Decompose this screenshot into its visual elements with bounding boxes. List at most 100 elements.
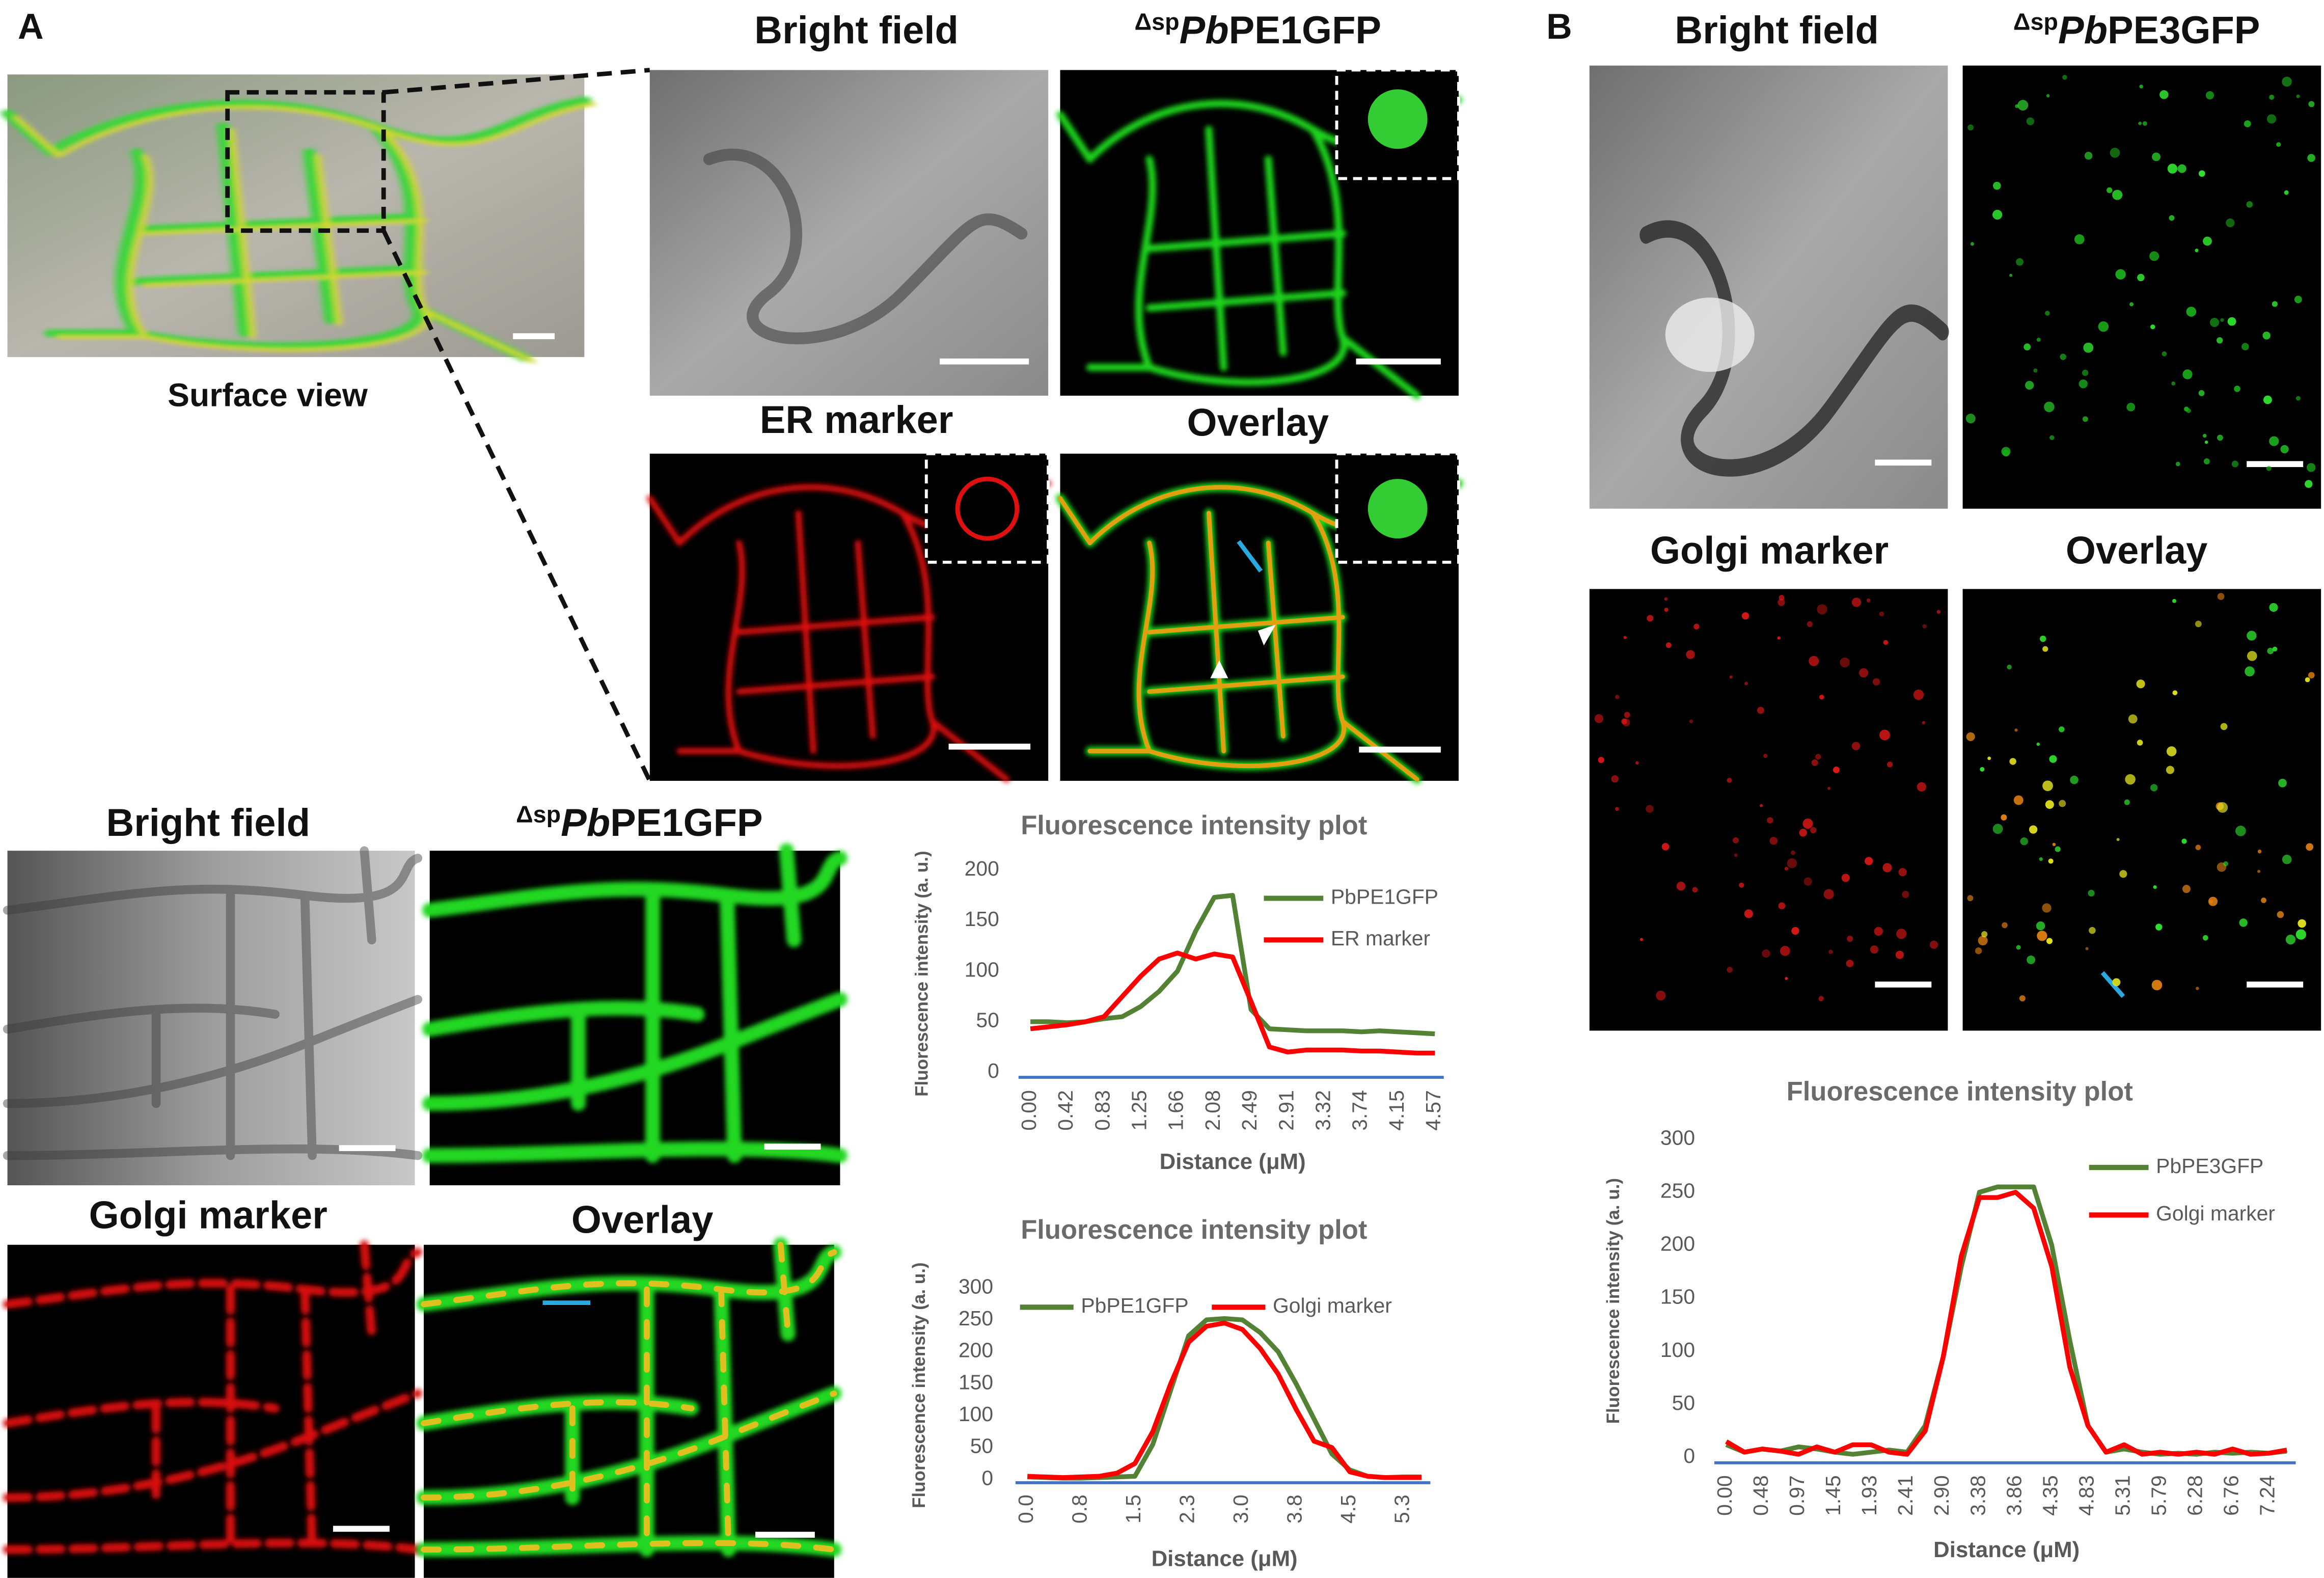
punctum [2269,603,2278,612]
chart-title: Fluorescence intensity plot [1021,1215,1367,1245]
x-tick-label: 0.48 [1749,1475,1772,1516]
x-tick-label: 4.5 [1336,1494,1360,1523]
panel-label: B [1546,7,1572,46]
punctum [2217,593,2225,600]
x-tick-label: 4.35 [2038,1475,2062,1516]
x-tick-label: 2.90 [1930,1475,1953,1516]
chart-title: Fluorescence intensity plot [1021,810,1367,840]
title-italic: Pb [2058,9,2108,52]
x-tick-label: 2.91 [1274,1090,1298,1131]
punctum [2166,746,2177,756]
punctum [1727,967,1733,973]
punctum [1762,949,1770,958]
title-text: Golgi marker [89,1194,327,1237]
title-text: ER marker [760,398,953,442]
punctum [2027,955,2036,964]
punctum [2204,440,2208,444]
punctum [1646,805,1654,813]
punctum [1828,949,1833,954]
punctum [1760,804,1763,807]
punctum [2195,620,2202,628]
punctum [2306,463,2316,472]
punctum [2003,449,2010,457]
y-tick-label: 200 [959,1339,993,1362]
y-tick-label: 150 [959,1370,993,1394]
punctum [1734,853,1738,857]
x-tick-label: 1.66 [1164,1090,1188,1131]
punctum [1922,624,1927,629]
panel-label: A [18,7,44,46]
punctum [2128,714,2138,724]
punctum [2247,651,2257,661]
punctum [1739,882,1744,888]
x-tick-label: 0.00 [1713,1475,1736,1516]
y-tick-label: 0 [1683,1444,1695,1467]
punctum [2046,938,2053,944]
punctum [1818,996,1824,1001]
surface-view-image [8,74,594,362]
punctum [1833,767,1840,773]
punctum [2107,187,2113,194]
punctum [2119,870,2127,878]
punctum [1611,775,1619,783]
punctum [2217,434,2223,441]
punctum [1624,712,1630,718]
punctum [2084,151,2093,160]
punctum [2231,460,2238,468]
punctum [2181,838,2187,844]
x-tick-label: 2.41 [1894,1475,1917,1516]
x-tick-label: 1.45 [1821,1475,1845,1516]
punctum [2305,677,2310,683]
legend-label: PbPE1GFP [1081,1294,1188,1317]
punctum [2280,445,2289,453]
gfp-image [1060,68,1459,395]
punctum [1727,777,1732,783]
punctum [1898,868,1907,877]
punctum [2150,784,2158,792]
punctum [1895,950,1904,959]
punctum [2235,825,2246,836]
punctum [2015,104,2019,108]
x-tick-label: 3.74 [1348,1090,1372,1131]
punctum [2257,869,2261,873]
image-caption: Surface view [168,376,368,413]
punctum [2037,931,2047,941]
punctum [2277,911,2284,918]
punctum [2282,76,2292,87]
punctum [1802,819,1813,829]
punctum [1981,931,1988,938]
punctum [1817,604,1827,615]
punctum [2305,480,2313,488]
y-axis-title: Fluorescence intensity (a. u.) [912,851,932,1097]
x-tick-label: 1.25 [1127,1090,1151,1131]
punctum [1865,857,1873,865]
punctum [2088,889,2095,897]
y-tick-label: 250 [959,1307,993,1330]
legend-label: ER marker [1331,927,1430,950]
y-axis-title: Fluorescence intensity (a. u.) [1603,1178,1623,1424]
punctum [2167,164,2178,174]
y-tick-label: 0 [988,1059,999,1082]
punctum [2039,857,2043,861]
punctum [2137,274,2145,282]
punctum [2247,631,2257,641]
punctum [2183,406,2189,412]
punctum [2220,723,2228,730]
punctum [1810,827,1817,834]
punctum [2295,396,2301,401]
punctum [2126,402,2136,412]
punctum [1975,947,1982,955]
er-marker-image [650,452,1048,781]
zoom-line [381,229,652,782]
punctum [1777,636,1781,640]
x-tick-label: 6.76 [2219,1475,2243,1516]
y-tick-label: 300 [959,1274,993,1298]
punctum [2017,100,2029,111]
punctum [2115,269,2126,280]
x-tick-label: 2.49 [1238,1090,1261,1131]
title-italic: Pb [1180,9,1229,52]
punctum [2001,814,2007,821]
punctum [2149,251,2159,261]
punctum [2177,164,2186,173]
punctum [1664,608,1669,612]
